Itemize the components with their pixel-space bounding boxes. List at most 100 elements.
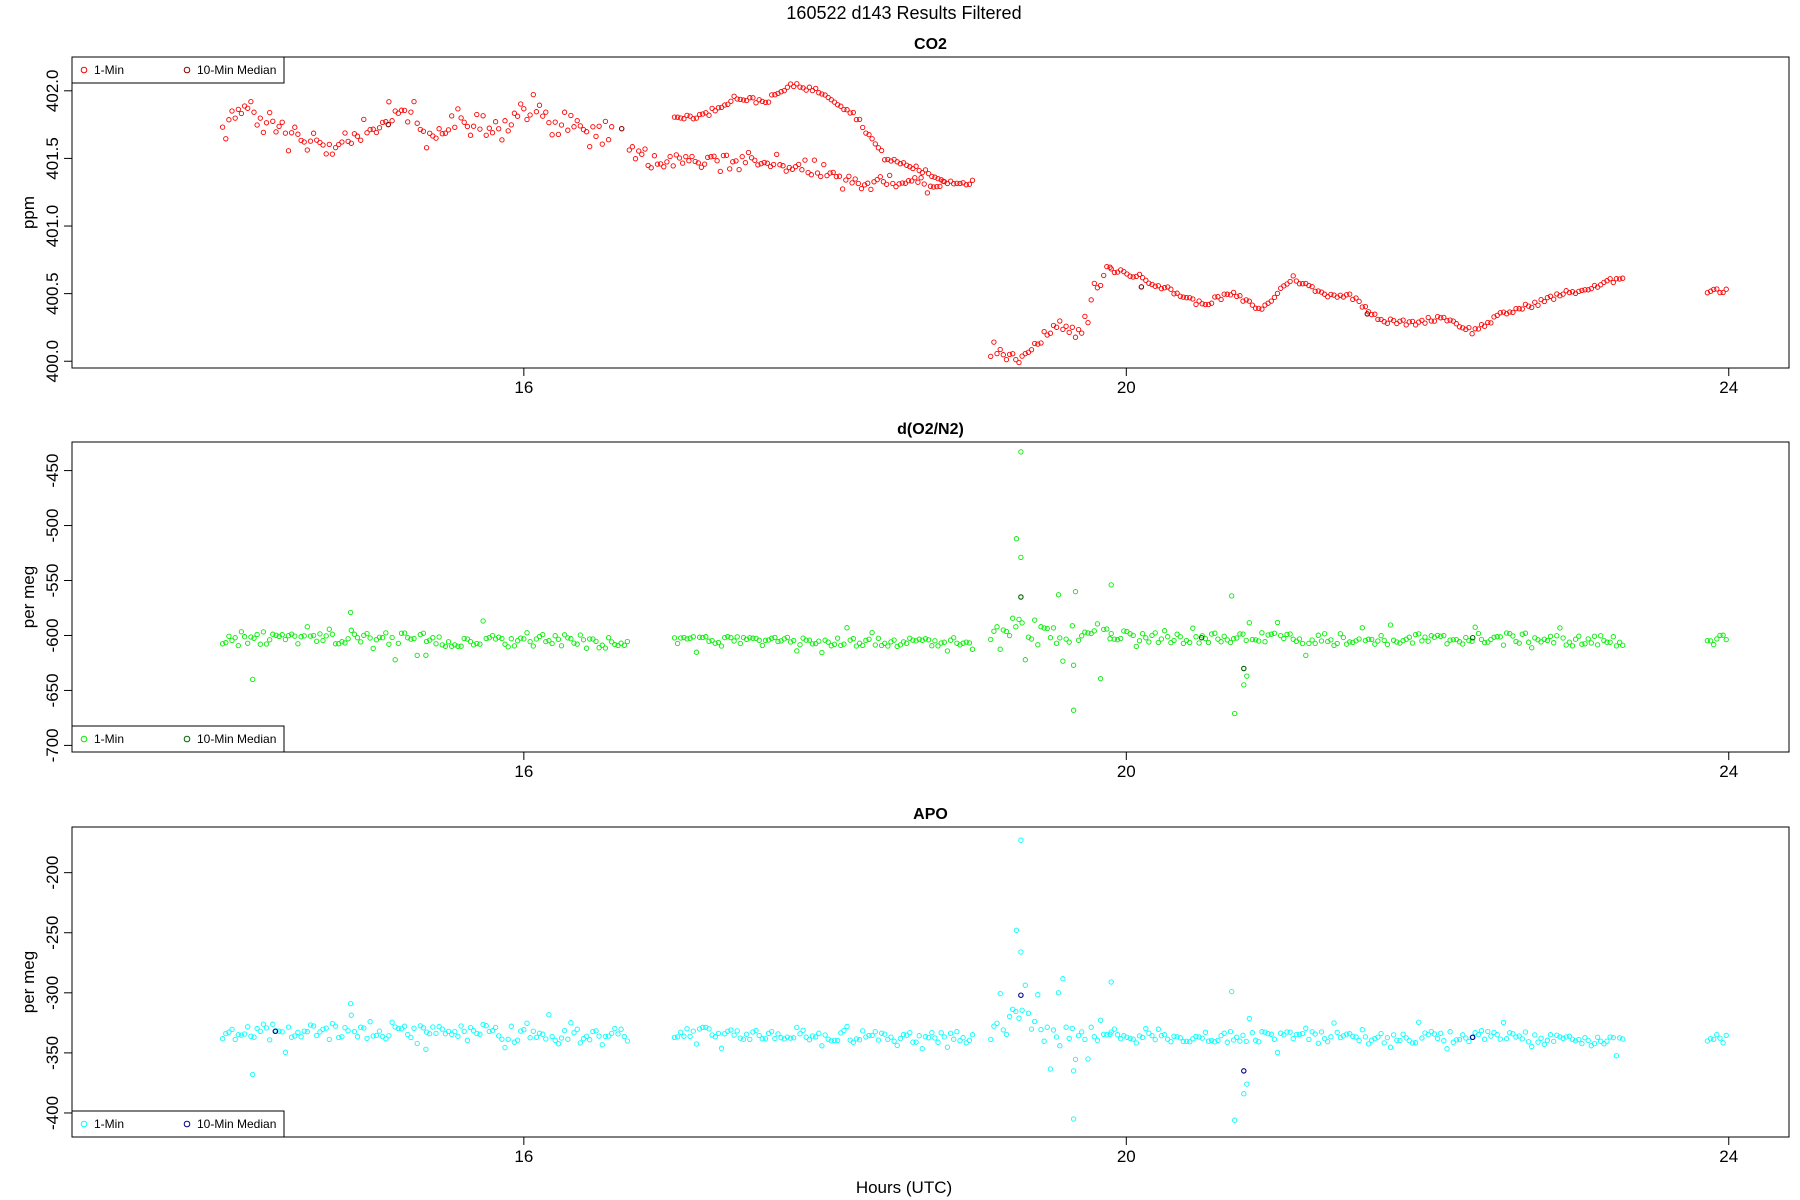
point-1-min bbox=[1579, 1040, 1585, 1047]
point-1-min bbox=[912, 175, 918, 181]
point-1-min bbox=[323, 1025, 329, 1031]
point-1-min bbox=[267, 637, 273, 643]
point-1-min bbox=[1312, 1031, 1318, 1037]
point-1-min bbox=[1108, 630, 1114, 637]
point-1-min bbox=[1529, 645, 1535, 651]
point-1-min bbox=[1516, 640, 1522, 646]
point-1-min bbox=[1425, 314, 1431, 321]
point-1-min bbox=[1006, 632, 1013, 639]
point-1-min bbox=[1513, 1034, 1519, 1040]
point-1-min bbox=[1350, 296, 1356, 303]
point-1-min bbox=[1050, 1027, 1057, 1033]
point-1-min bbox=[514, 638, 521, 644]
point-1-min bbox=[1212, 630, 1218, 636]
point-1-min bbox=[1560, 1035, 1566, 1041]
point-1-min bbox=[320, 142, 326, 148]
point-1-min bbox=[1723, 286, 1729, 292]
point-1-min bbox=[301, 633, 307, 639]
point-1-min bbox=[307, 1022, 314, 1028]
point-1-min bbox=[1714, 636, 1720, 642]
point-1-min bbox=[1350, 1033, 1356, 1039]
point-1-min bbox=[1456, 1036, 1463, 1043]
point-1-min bbox=[700, 634, 706, 641]
legend-box bbox=[71, 56, 285, 84]
point-10-min-median bbox=[385, 121, 392, 128]
point-1-min bbox=[480, 618, 486, 624]
point-1-min bbox=[549, 1033, 555, 1040]
point-1-min bbox=[1130, 632, 1136, 639]
point-1-min bbox=[1063, 323, 1069, 329]
point-1-min bbox=[223, 136, 229, 142]
point-1-min bbox=[430, 635, 436, 641]
point-1-min bbox=[376, 634, 383, 640]
y-tick-label: -250 bbox=[43, 916, 62, 950]
point-1-min bbox=[1598, 633, 1604, 639]
point-1-min bbox=[1174, 1034, 1180, 1040]
point-10-min-median bbox=[272, 1028, 279, 1035]
point-1-min bbox=[648, 165, 654, 171]
point-1-min bbox=[596, 645, 602, 651]
point-1-min bbox=[461, 119, 467, 125]
point-1-min bbox=[1707, 638, 1714, 644]
point-1-min bbox=[784, 1034, 791, 1040]
point-1-min bbox=[1321, 631, 1328, 637]
point-1-min bbox=[919, 1045, 925, 1052]
point-1-min bbox=[1143, 1025, 1149, 1032]
x-tick-label: 16 bbox=[514, 1147, 533, 1166]
point-1-min bbox=[370, 645, 376, 652]
point-1-min bbox=[1409, 318, 1416, 325]
point-1-min bbox=[988, 353, 994, 360]
point-1-min bbox=[1237, 631, 1243, 637]
point-1-min bbox=[902, 180, 909, 186]
point-1-min bbox=[423, 652, 429, 658]
point-1-min bbox=[1232, 1117, 1238, 1123]
point-1-min bbox=[1384, 641, 1391, 648]
point-1-min bbox=[1000, 352, 1006, 358]
point-1-min bbox=[816, 638, 822, 644]
legend-marker-10-min-median bbox=[183, 1120, 191, 1128]
point-1-min bbox=[1177, 1035, 1183, 1041]
point-1-min bbox=[1711, 286, 1717, 293]
point-1-min bbox=[1152, 1036, 1158, 1043]
point-1-min bbox=[1088, 1024, 1094, 1030]
point-1-min bbox=[420, 128, 427, 134]
point-1-min bbox=[1444, 1046, 1450, 1052]
point-1-min bbox=[558, 1035, 565, 1041]
point-1-min bbox=[521, 636, 527, 642]
point-1-min bbox=[1529, 304, 1535, 311]
point-1-min bbox=[518, 1028, 524, 1034]
point-1-min bbox=[1013, 1008, 1019, 1015]
point-1-min bbox=[858, 185, 865, 192]
point-1-min bbox=[270, 1021, 276, 1027]
point-1-min bbox=[223, 1030, 229, 1037]
point-1-min bbox=[1711, 1036, 1717, 1042]
point-1-min bbox=[486, 1028, 492, 1035]
point-1-min bbox=[496, 1033, 502, 1039]
point-1-min bbox=[935, 175, 941, 182]
point-1-min bbox=[1212, 294, 1218, 300]
point-1-min bbox=[1497, 310, 1503, 316]
point-1-min bbox=[1252, 305, 1259, 311]
point-1-min bbox=[969, 1032, 976, 1038]
point-1-min bbox=[1019, 620, 1025, 626]
point-1-min bbox=[354, 635, 361, 641]
point-1-min bbox=[342, 130, 348, 136]
point-1-min bbox=[1579, 641, 1585, 647]
figure-title: 160522 d143 Results Filtered bbox=[786, 3, 1021, 23]
point-1-min bbox=[1202, 1029, 1209, 1035]
point-1-min bbox=[1240, 1032, 1246, 1038]
point-1-min bbox=[1079, 330, 1085, 336]
point-1-min bbox=[1265, 632, 1271, 638]
point-1-min bbox=[326, 141, 332, 148]
point-1-min bbox=[684, 112, 690, 119]
point-1-min bbox=[1362, 303, 1369, 310]
point-1-min bbox=[932, 174, 938, 180]
point-1-min bbox=[530, 643, 536, 649]
point-1-min bbox=[910, 1039, 916, 1045]
point-1-min bbox=[1155, 1026, 1161, 1032]
point-1-min bbox=[599, 1042, 605, 1048]
point-1-min bbox=[521, 106, 527, 112]
point-1-min bbox=[389, 118, 395, 124]
point-1-min bbox=[386, 641, 392, 647]
point-1-min bbox=[706, 112, 712, 118]
